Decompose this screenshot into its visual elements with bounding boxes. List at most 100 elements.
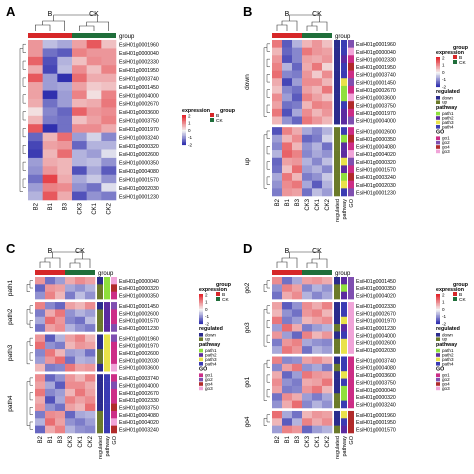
heatmap-cell bbox=[45, 403, 56, 412]
heatmap-cell bbox=[28, 174, 43, 184]
expression-scale-segment bbox=[436, 300, 440, 302]
heatmap-cell bbox=[35, 418, 46, 426]
pathway-cell bbox=[104, 324, 110, 332]
heatmap-cell bbox=[55, 291, 66, 300]
regulated-cell bbox=[334, 346, 340, 354]
heatmap-cell bbox=[55, 349, 66, 357]
sample-label: B2 bbox=[33, 202, 39, 210]
gene-label: EsiH01g0001230 bbox=[356, 326, 396, 332]
heatmap-cell bbox=[72, 166, 87, 176]
row-dendrogram bbox=[263, 305, 270, 347]
heatmap-cell bbox=[72, 141, 87, 150]
legend-swatch-down bbox=[436, 333, 440, 337]
heatmap-cell bbox=[302, 116, 313, 125]
expression-scale-segment bbox=[199, 295, 203, 298]
heatmap-cell bbox=[57, 183, 73, 192]
heatmap-cell bbox=[85, 396, 96, 404]
expression-scale-segment bbox=[182, 128, 186, 131]
heatmap-cell bbox=[272, 85, 283, 94]
go-cell bbox=[348, 410, 354, 419]
heatmap-cell bbox=[85, 341, 96, 350]
regulated-cell bbox=[97, 418, 103, 426]
sample-label: CK3 bbox=[305, 198, 311, 210]
heatmap-cell bbox=[57, 82, 73, 91]
gene-label: EsiH01g0001230 bbox=[119, 194, 159, 200]
go-cell bbox=[111, 381, 117, 390]
heatmap-cell bbox=[72, 157, 87, 167]
heatmap-cell bbox=[302, 425, 313, 434]
heatmap-cell bbox=[282, 127, 293, 136]
regulated-cell bbox=[334, 62, 340, 71]
legend-title: regulated bbox=[436, 89, 460, 95]
heatmap-cell bbox=[35, 396, 46, 404]
expression-scale-segment bbox=[436, 310, 440, 313]
pathway-cell bbox=[341, 400, 347, 409]
heatmap-cell bbox=[322, 47, 333, 56]
heatmap-cell bbox=[85, 334, 96, 343]
heatmap-cell bbox=[42, 157, 58, 167]
expression-scale-segment bbox=[436, 316, 440, 319]
heatmap-cell bbox=[292, 410, 303, 419]
regulated-cell bbox=[334, 85, 340, 94]
expression-scale-segment bbox=[182, 136, 186, 138]
heatmap-cell bbox=[75, 284, 86, 292]
heatmap-cell bbox=[72, 174, 87, 184]
expression-scale-segment bbox=[182, 131, 186, 134]
heatmap-cell bbox=[57, 90, 73, 100]
gene-label: EsiH01g0002330 bbox=[356, 57, 396, 63]
expression-tick: 1 bbox=[188, 121, 191, 126]
expression-scale-segment bbox=[436, 295, 440, 298]
heatmap-cell bbox=[42, 166, 58, 176]
heatmap-cell bbox=[101, 107, 117, 117]
legend-title: GO bbox=[199, 366, 207, 372]
heatmap-cell bbox=[45, 425, 56, 434]
heatmap-cell bbox=[65, 277, 76, 285]
heatmap-cell bbox=[322, 302, 333, 310]
heatmap-cell bbox=[272, 418, 283, 426]
expression-scale-segment bbox=[182, 142, 186, 144]
expression-tick: -1 bbox=[205, 314, 210, 319]
heatmap-cell bbox=[28, 82, 43, 91]
heatmap-cell bbox=[312, 371, 323, 379]
heatmap-cell bbox=[292, 40, 303, 48]
row-dendrogram bbox=[26, 280, 33, 292]
heatmap-cell bbox=[312, 346, 323, 354]
heatmap-cell bbox=[322, 70, 333, 79]
legend-item-go4: go4 bbox=[442, 382, 450, 387]
heatmap-cell bbox=[282, 378, 293, 387]
pathway-cell bbox=[341, 331, 347, 340]
go-cell bbox=[111, 403, 117, 412]
pathway-cell bbox=[341, 101, 347, 110]
gene-label: EsiH01g0001970 bbox=[356, 111, 396, 117]
go-cell bbox=[348, 309, 354, 318]
heatmap-cell bbox=[282, 85, 293, 94]
pathway-cell bbox=[104, 291, 110, 300]
gene-label: EsiH01g0003750 bbox=[356, 103, 396, 109]
heatmap-cell bbox=[282, 40, 293, 48]
heatmap-cell bbox=[85, 284, 96, 292]
heatmap-cell bbox=[312, 331, 323, 340]
heatmap-cell bbox=[322, 291, 333, 300]
sample-label: CK1 bbox=[92, 202, 98, 214]
legend-group-title: group bbox=[220, 108, 236, 114]
heatmap-cell bbox=[101, 132, 117, 142]
go-cell bbox=[111, 410, 117, 419]
legend-item-down: down bbox=[205, 332, 216, 337]
gene-label: EsiH01g0003600 bbox=[356, 373, 396, 379]
heatmap-cell bbox=[302, 108, 313, 117]
row-dendrogram bbox=[263, 280, 270, 292]
heatmap-cell bbox=[65, 309, 76, 318]
gene-label: EsiH01g0004000 bbox=[119, 383, 159, 389]
legend-item-path2: path2 bbox=[205, 353, 217, 358]
heatmap-cell bbox=[86, 73, 102, 83]
heatmap-cell bbox=[312, 316, 323, 325]
heatmap-cell bbox=[35, 381, 46, 390]
legend-title: GO bbox=[436, 129, 444, 135]
heatmap-cell bbox=[55, 363, 66, 372]
legend-label-b: B bbox=[222, 292, 225, 298]
column-dendrogram bbox=[276, 251, 328, 268]
heatmap-cell bbox=[101, 40, 117, 49]
heatmap-cell bbox=[65, 374, 76, 382]
group-label-ck: CK bbox=[89, 11, 99, 18]
